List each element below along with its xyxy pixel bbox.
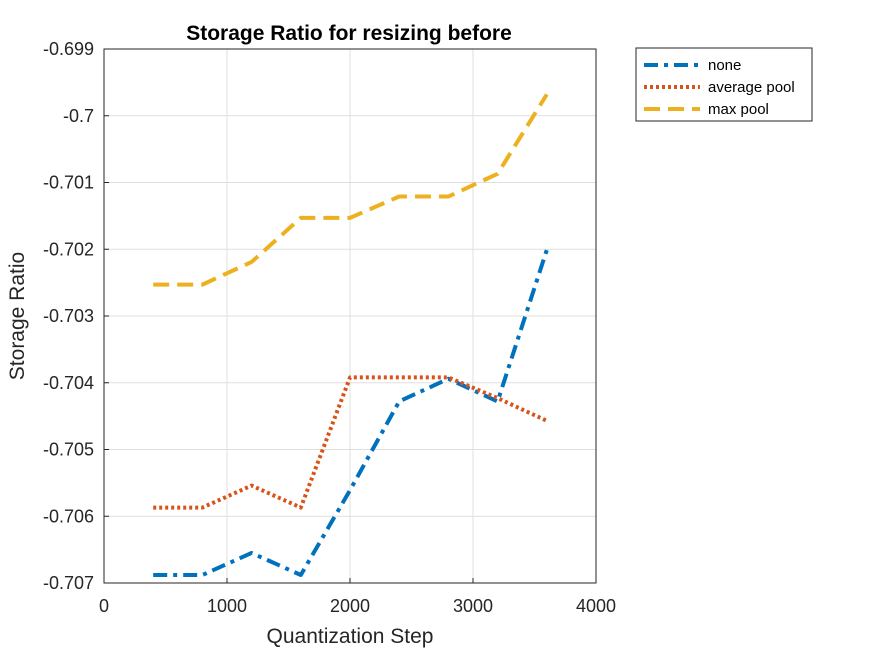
series-group (153, 93, 549, 577)
x-tick-label: 2000 (330, 596, 370, 616)
y-tick-label: -0.701 (43, 173, 94, 193)
series-line-max-pool (153, 93, 549, 287)
x-tick-label: 3000 (453, 596, 493, 616)
legend: none average pool max pool (635, 47, 813, 122)
y-tick-label: -0.705 (43, 440, 94, 460)
y-tick-label: -0.7 (63, 106, 94, 126)
x-tick-label: 0 (99, 596, 109, 616)
y-tick-label: -0.699 (43, 39, 94, 59)
x-tick-label: 4000 (576, 596, 616, 616)
legend-label: none (708, 57, 741, 74)
y-tick-label: -0.704 (43, 373, 94, 393)
y-tick-label: -0.703 (43, 306, 94, 326)
y-tick-label: -0.702 (43, 239, 94, 259)
y-tick-label: -0.706 (43, 506, 94, 526)
legend-box (635, 47, 813, 122)
series-line-average-pool (153, 375, 548, 510)
y-axis-label: Storage Ratio (6, 252, 29, 380)
series-line-none (153, 249, 549, 577)
chart-title: Storage Ratio for resizing before (186, 22, 512, 45)
legend-label: average pool (708, 79, 795, 96)
ticks: 0 1000 2000 3000 4000 -0.699 -0.7 -0.701 -0.702 -… (43, 39, 616, 616)
y-tick-label: -0.707 (43, 573, 94, 593)
x-tick-label: 1000 (207, 596, 247, 616)
x-axis-label: Quantization Step (267, 625, 434, 648)
legend-label: max pool (708, 101, 769, 118)
